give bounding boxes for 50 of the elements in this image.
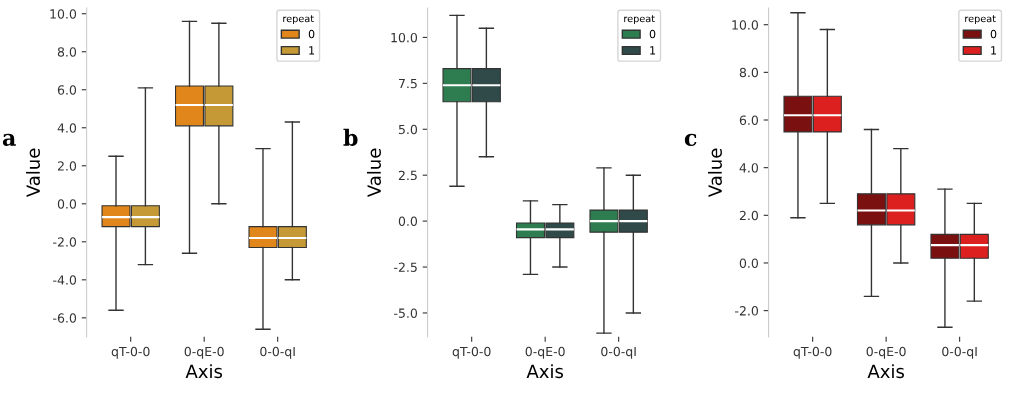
x-tick-label: 0-0-qI <box>260 346 295 359</box>
x-tick-label: qT-0-0 <box>793 346 832 359</box>
x-tick-label: 0-0-qI <box>601 346 636 359</box>
text: a <box>2 133 16 146</box>
y-tick-label: 10.0 <box>50 9 77 19</box>
y-tick-label: -2.0 <box>735 306 759 316</box>
text: c <box>684 133 697 146</box>
y-tick-label: -6.0 <box>53 313 77 323</box>
text: b <box>343 128 358 146</box>
x-tick-label: 0-qE-0 <box>184 346 224 359</box>
y-tick-label: 2.0 <box>57 161 77 171</box>
y-tick-label: 0.0 <box>57 199 77 209</box>
legend-label: 0 <box>649 29 656 39</box>
x-axis-title: Axis <box>867 364 904 379</box>
y-tick-label: -4.0 <box>53 275 77 285</box>
y-tick-label: 8.0 <box>57 47 77 57</box>
y-tick-label: 2.5 <box>398 170 417 181</box>
y-tick-label: 0.0 <box>398 216 418 227</box>
y-tick-label: 5.0 <box>398 124 418 135</box>
y-tick-label: 2.0 <box>739 210 759 221</box>
y-tick-label: -2.5 <box>394 262 417 272</box>
legend-title: repeat <box>624 15 655 25</box>
y-tick-label: 4.0 <box>739 163 759 173</box>
y-tick-label: 0.0 <box>739 258 759 268</box>
y-tick-label: 6.0 <box>57 85 77 95</box>
legend-label: 1 <box>991 46 997 55</box>
x-tick-label: qT-0-0 <box>111 346 150 359</box>
legend-title: repeat <box>965 15 996 25</box>
y-tick-label: 6.0 <box>739 115 759 125</box>
x-tick-label: qT-0-0 <box>452 346 491 359</box>
y-axis-title: Value <box>367 148 381 198</box>
y-tick-label: -5.0 <box>394 308 418 318</box>
y-axis-title: Value <box>707 148 722 198</box>
legend-label: 1 <box>650 46 656 55</box>
y-tick-label: 4.0 <box>57 123 77 133</box>
y-tick-label: 7.5 <box>399 78 417 89</box>
y-tick-label: 10.0 <box>391 32 418 43</box>
y-axis-title: Value <box>26 148 41 198</box>
legend-label: 0 <box>308 29 315 39</box>
y-tick-label: -2.0 <box>53 237 77 247</box>
legend-title: repeat <box>283 15 314 25</box>
y-tick-label: 10.0 <box>732 20 759 30</box>
x-tick-label: 0-qE-0 <box>866 346 906 359</box>
legend-label: 1 <box>309 46 315 55</box>
y-tick-label: 8.0 <box>739 67 759 78</box>
x-tick-label: 0-qE-0 <box>525 346 565 359</box>
x-axis-title: Axis <box>526 364 564 379</box>
legend-label: 0 <box>990 29 997 39</box>
x-tick-label: 0-0-qI <box>942 346 977 359</box>
x-axis-title: Axis <box>185 364 223 379</box>
